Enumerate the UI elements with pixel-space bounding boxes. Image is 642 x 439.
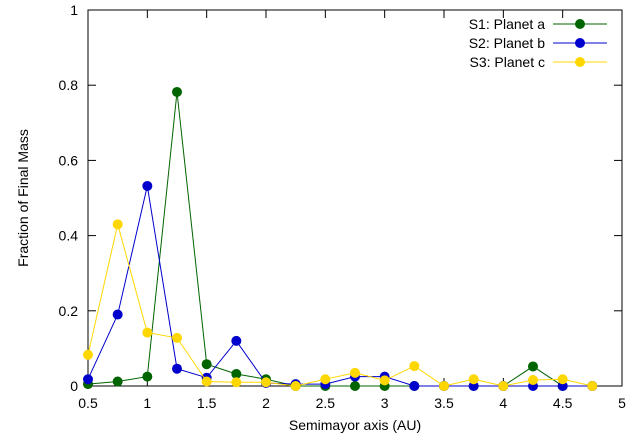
data-point (231, 368, 242, 379)
data-point (112, 219, 123, 230)
data-point (379, 375, 390, 386)
legend-label: S1: Planet a (469, 16, 545, 32)
data-point (112, 376, 123, 387)
y-tick-label: 0.4 (59, 228, 79, 244)
legend-marker (575, 57, 585, 67)
x-tick-label: 2.5 (316, 395, 336, 411)
x-tick-label: 1 (143, 395, 151, 411)
data-point (172, 363, 182, 374)
x-tick-label: 2 (262, 395, 270, 411)
y-tick-label: 0.8 (59, 77, 79, 93)
data-point (557, 374, 568, 385)
x-tick-label: 1.5 (197, 395, 217, 411)
legend-label: S3: Planet c (470, 54, 546, 70)
legend: S1: Planet a S2: Planet b S3: Planet c (469, 16, 607, 70)
data-point (587, 381, 598, 391)
ticks-layer: 0.5 1 1.5 2 2.5 3 3.5 4 4.5 5 0 0.2 0.4 0.6 0.8 1 (59, 2, 627, 411)
y-axis-label: Fraction of Final Mass (15, 129, 31, 267)
data-point (231, 377, 242, 388)
legend-marker (575, 19, 585, 29)
data-point (290, 381, 301, 391)
data-point (142, 180, 153, 191)
data-point (231, 335, 242, 346)
series-layer (83, 86, 598, 391)
series-line (87, 224, 593, 387)
data-point (498, 381, 509, 391)
y-tick-label: 0.6 (59, 152, 79, 168)
x-axis-label: Semimayor axis (AU) (289, 417, 421, 433)
series-3 (83, 219, 598, 391)
series-line (87, 91, 593, 387)
y-tick-label: 0.2 (59, 303, 79, 319)
x-tick-label: 4.5 (553, 395, 573, 411)
data-point (201, 376, 212, 387)
data-point (528, 374, 538, 385)
y-tick-label: 1 (70, 2, 78, 18)
data-point (112, 309, 123, 320)
data-point (172, 332, 182, 343)
legend-label: S2: Planet b (469, 35, 545, 51)
series-1 (83, 86, 598, 391)
data-point (201, 359, 212, 370)
y-tick-label: 0 (70, 378, 78, 394)
data-point (468, 374, 479, 385)
data-point (261, 377, 271, 388)
x-tick-label: 0.5 (78, 395, 98, 411)
data-point (409, 381, 420, 391)
x-tick-label: 4 (499, 395, 507, 411)
data-point (409, 361, 420, 372)
x-tick-label: 3.5 (434, 395, 454, 411)
data-point (83, 349, 93, 360)
data-point (350, 367, 360, 378)
data-point (439, 381, 449, 391)
data-point (83, 374, 93, 385)
series-2 (83, 180, 598, 391)
x-tick-label: 5 (618, 395, 626, 411)
data-point (320, 374, 331, 385)
data-point (142, 327, 153, 338)
x-tick-label: 3 (381, 395, 389, 411)
legend-marker (575, 38, 585, 48)
data-point (142, 371, 153, 382)
data-point (528, 361, 538, 372)
data-point (172, 86, 182, 97)
data-point (350, 381, 360, 391)
